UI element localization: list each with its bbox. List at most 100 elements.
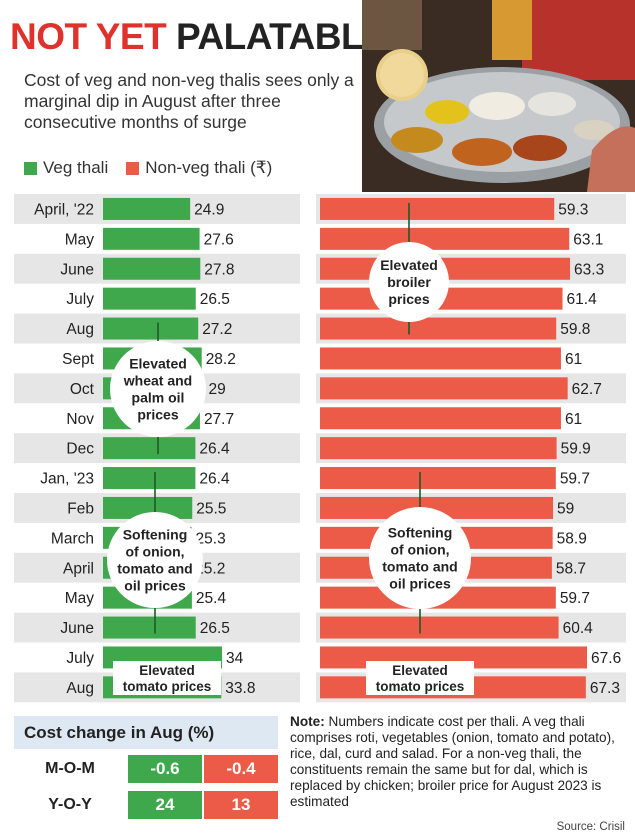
- category-label: May: [65, 590, 95, 607]
- legend-item-nonveg: Non-veg thali (₹): [126, 158, 272, 178]
- nonveg-value-label: 59.3: [558, 201, 588, 218]
- nonveg-value-label: 67.3: [590, 680, 620, 697]
- category-label: Jan, '23: [40, 471, 94, 488]
- title-main: PALATABLE: [175, 16, 388, 57]
- nonveg-value-label: 63.1: [573, 231, 603, 248]
- veg-bar: [103, 616, 196, 639]
- nonveg-value-label: 59.7: [560, 590, 590, 607]
- page-title: NOT YET PALATABLE: [10, 16, 388, 57]
- annotation-text: Elevated: [139, 663, 195, 678]
- nonveg-bars: [320, 197, 588, 699]
- nonveg-value-label: 67.6: [591, 650, 621, 667]
- cost-change-nonveg-cell: -0.4: [204, 755, 278, 783]
- veg-value-label: 27.6: [204, 231, 234, 248]
- annotation-circle: [110, 341, 206, 437]
- legend-item-veg: Veg thali: [24, 158, 108, 178]
- annotation-text: Elevated: [392, 663, 448, 678]
- annotation-text: Softening: [388, 525, 453, 541]
- cost-change-veg-cell: 24: [128, 791, 202, 819]
- nonveg-bar: [320, 317, 557, 340]
- note-text: Numbers indicate cost per thali. A veg t…: [290, 714, 615, 809]
- nonveg-value-label: 62.7: [572, 381, 602, 398]
- category-label: Oct: [70, 381, 95, 398]
- category-label: April, '22: [34, 201, 94, 218]
- veg-bar: [103, 227, 200, 250]
- annotation-text: prices: [388, 291, 429, 307]
- veg-value-label: 29: [209, 381, 226, 398]
- cost-change-title: Cost change in Aug (%): [14, 716, 278, 749]
- veg-value-label: 26.4: [199, 441, 230, 458]
- nonveg-bar: [320, 496, 554, 519]
- nonveg-value-label: 59.8: [560, 321, 590, 338]
- veg-value-label: 24.9: [194, 201, 224, 218]
- category-label: Aug: [66, 680, 94, 697]
- veg-value-label: 28.2: [206, 351, 236, 368]
- legend: Veg thali Non-veg thali (₹): [24, 158, 290, 178]
- veg-bar: [103, 437, 196, 460]
- nonveg-value-label: 60.4: [563, 620, 594, 637]
- nonveg-value-label: 61: [565, 411, 582, 428]
- cost-change-row-label: Y-O-Y: [48, 796, 92, 813]
- category-label: Feb: [67, 500, 94, 517]
- category-label: Aug: [66, 321, 94, 338]
- nonveg-value-label: 61: [565, 351, 582, 368]
- annotation-text: Elevated: [129, 356, 187, 372]
- bar-chart: April, '22 May June July Aug Sept Oct Nov Dec Jan…: [14, 194, 626, 703]
- thali-photo: [362, 0, 635, 192]
- category-label: Dec: [66, 441, 94, 458]
- annotation-text: oil prices: [389, 576, 451, 592]
- veg-value-label: 26.4: [199, 471, 230, 488]
- legend-swatch-nonveg: [126, 161, 140, 175]
- note: Note: Numbers indicate cost per thali. A…: [290, 714, 626, 810]
- annotation-text: of onion,: [125, 544, 184, 560]
- category-label: June: [60, 620, 94, 637]
- cost-change-row-mom: M-O-M -0.6 -0.4: [14, 752, 278, 786]
- veg-value-label: 27.2: [202, 321, 232, 338]
- header: NOT YET PALATABLE Cost of veg and non-ve…: [0, 0, 635, 192]
- nonveg-bar: [320, 437, 557, 460]
- category-label: March: [51, 530, 94, 547]
- veg-bar: [103, 317, 199, 340]
- nonveg-value-label: 59: [557, 500, 574, 517]
- veg-bar: [103, 257, 201, 280]
- legend-swatch-veg: [24, 161, 37, 175]
- annotation-text: wheat and: [123, 373, 192, 389]
- footer-section: Cost change in Aug (%) M-O-M -0.6 -0.4 Y…: [0, 712, 635, 837]
- category-label: July: [66, 650, 94, 667]
- annotation-text: palm oil: [132, 390, 185, 406]
- annotation-text: Softening: [123, 527, 188, 543]
- veg-bar: [103, 287, 196, 310]
- annotation-text: of onion,: [390, 542, 449, 558]
- nonveg-value-label: 59.7: [560, 471, 590, 488]
- annotation-text: oil prices: [124, 578, 186, 594]
- cost-change-row-label: M-O-M: [45, 760, 95, 777]
- veg-value-label: 27.7: [204, 411, 234, 428]
- annotation-text: tomato prices: [123, 679, 212, 694]
- annotation-box: [366, 661, 474, 695]
- veg-value-label: 26.5: [200, 291, 230, 308]
- annotation-text: Elevated: [380, 257, 438, 273]
- category-label: April: [63, 560, 94, 577]
- nonveg-value-label: 61.4: [567, 291, 598, 308]
- nonveg-bar: [320, 197, 555, 220]
- nonveg-value-labels: 59.3 63.1 63.3 61.4 59.8 61 62.7 61 59.9 59.7 59 58…: [556, 201, 621, 696]
- veg-value-label: 25.4: [196, 590, 227, 607]
- nonveg-bar: [320, 616, 559, 639]
- annotation-text: broiler: [387, 274, 431, 290]
- veg-bar: [103, 467, 196, 490]
- cost-change-veg-cell: -0.6: [128, 755, 202, 783]
- veg-bar: [103, 496, 193, 519]
- veg-value-label: 34: [226, 650, 244, 667]
- nonveg-bar: [320, 407, 561, 430]
- nonveg-value-label: 59.9: [561, 441, 591, 458]
- veg-value-label: 26.5: [200, 620, 230, 637]
- veg-value-label: 25.5: [196, 500, 226, 517]
- subtitle: Cost of veg and non-veg thalis sees only…: [24, 70, 354, 132]
